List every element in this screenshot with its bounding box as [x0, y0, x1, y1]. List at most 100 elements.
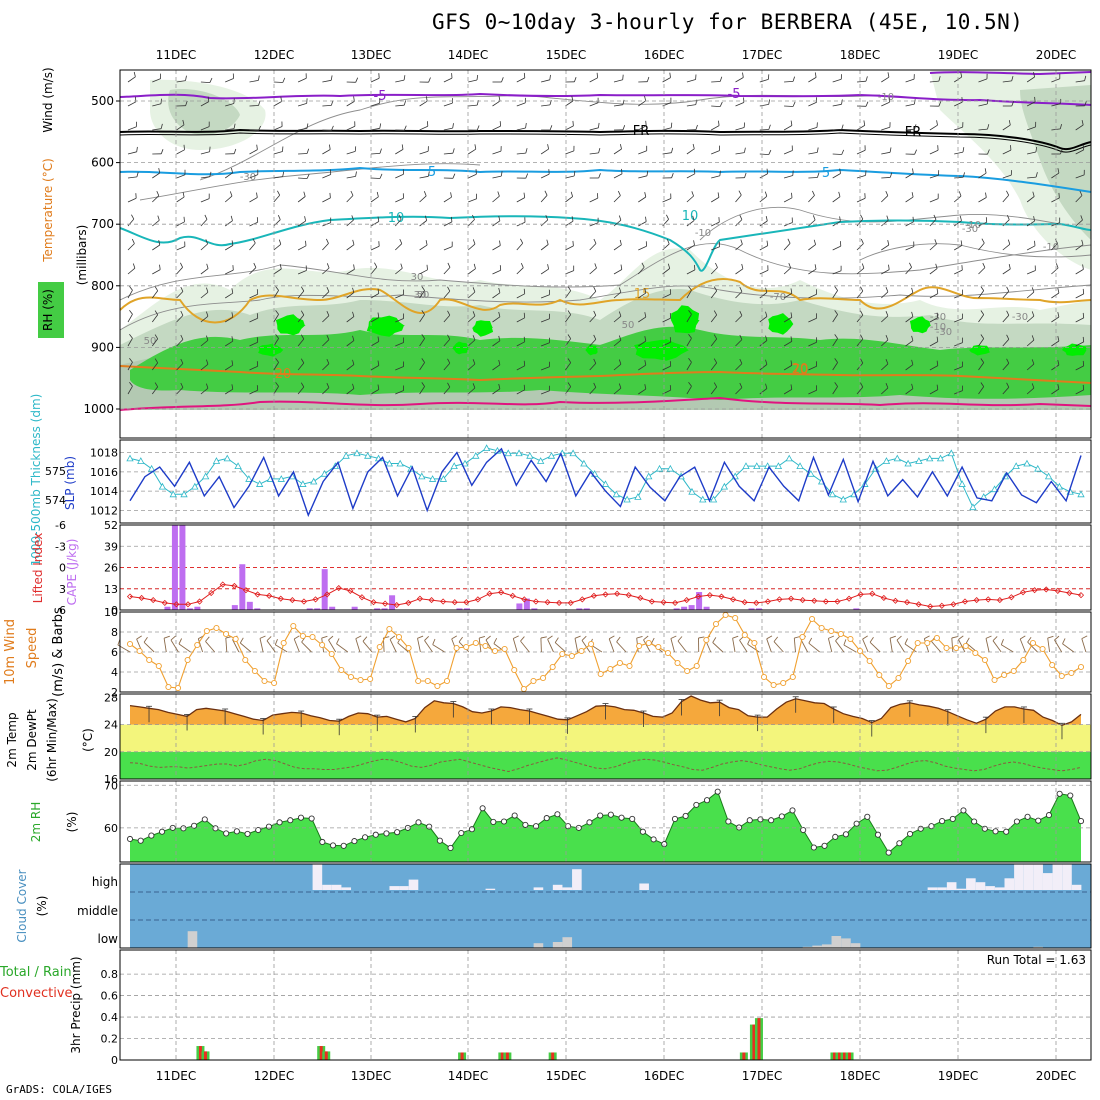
wind-barb-flag: [732, 635, 739, 639]
rh2m-area: [130, 791, 1081, 862]
thickness-point: [428, 475, 437, 482]
wind-barb: [686, 195, 694, 203]
wind-barb-flag: [304, 216, 306, 222]
wind-barb-flag: [207, 96, 210, 102]
wind-barb: [638, 364, 647, 371]
date-label-bottom: 17DEC: [742, 1069, 782, 1083]
wind-barb-flag: [428, 171, 430, 177]
wind-speed-point: [914, 639, 921, 647]
wind-barb: [985, 638, 990, 653]
thickness-point: [299, 480, 307, 487]
wind-barb: [1026, 387, 1035, 395]
wind-barb-flag: [330, 75, 333, 81]
wind-barb-flag: [571, 216, 574, 222]
contour-label: FR: [633, 124, 650, 139]
lifted-index-point: [242, 587, 250, 594]
wind-barb-flag: [987, 124, 990, 130]
thickness-point: [526, 451, 534, 459]
wind-barb-flag: [1082, 144, 1085, 150]
wind-barb: [808, 152, 818, 155]
wind-barb: [540, 219, 548, 227]
wind-speed-point: [443, 677, 451, 685]
rh2m-point: [287, 817, 294, 824]
wind-barb-flag: [300, 310, 305, 316]
wind-barb: [843, 644, 857, 653]
wind-barb: [929, 243, 937, 251]
wind-barb-flag: [452, 148, 455, 154]
wind-barb-flag: [1031, 335, 1035, 341]
lifted-index-point: [219, 581, 226, 588]
wind-barb: [856, 386, 864, 395]
wind-barb: [686, 244, 695, 251]
thickness-point: [969, 503, 977, 511]
wind-barb: [1002, 149, 1012, 155]
wind-barb-flag: [266, 636, 272, 642]
wind-barb-flag: [129, 358, 133, 363]
cloud-high-bar: [975, 882, 986, 890]
wind-barb-flag: [1000, 639, 1004, 645]
wind-barb-flag: [513, 635, 519, 639]
wind-barb: [978, 78, 988, 83]
thickness-point: [742, 462, 750, 470]
wind-barb-flag: [525, 148, 528, 154]
wind-barb: [249, 341, 258, 347]
wind-barb: [638, 196, 647, 203]
wind-barb: [565, 220, 574, 227]
wind-speed-point: [693, 662, 700, 670]
rh2m-point: [1035, 817, 1042, 824]
wind-speed-point: [434, 682, 441, 690]
precip-convective-bar: [843, 1052, 847, 1060]
cloud-high-bar: [985, 886, 995, 890]
cape-bar: [703, 606, 710, 610]
wind-barb-flag: [180, 358, 184, 364]
wind-barb: [322, 363, 330, 371]
lifted-index-point: [695, 593, 702, 600]
wind-barb-flag: [352, 359, 355, 365]
wind-barb-flag: [544, 190, 548, 196]
wind-speed-point: [732, 614, 739, 622]
wind-barb: [759, 245, 768, 251]
wind-label-a: 10m Wind: [3, 619, 18, 685]
wind-barb: [297, 270, 307, 275]
wind-barb-flag: [574, 77, 577, 82]
thickness-point: [1023, 459, 1031, 467]
temp-panel-frame: [119, 693, 1092, 780]
lifted-index-point: [614, 590, 621, 597]
lifted-index-point: [289, 597, 296, 604]
thickness-point: [201, 472, 210, 480]
wind-barb-flag: [499, 240, 501, 246]
wind-barb-flag: [817, 172, 820, 178]
wind-barb-flag: [424, 215, 428, 221]
wind-barb-flag: [160, 123, 163, 129]
wind-barb: [1051, 364, 1060, 371]
cape-bar: [583, 608, 590, 610]
wind-barb: [905, 340, 914, 347]
wind-barb-flag: [692, 215, 695, 221]
wind-barb: [152, 219, 160, 227]
cape-bar: [239, 564, 246, 610]
wind-barb: [395, 104, 405, 107]
wind-barb: [176, 387, 184, 395]
wind-barb: [1002, 174, 1012, 179]
wind-barb: [1026, 363, 1035, 371]
wind-barb-flag: [451, 635, 458, 640]
wind-barb: [638, 292, 647, 299]
lifted-index-point: [532, 598, 539, 605]
wind-barb-flag: [447, 334, 451, 340]
wind-barb-flag: [1006, 334, 1010, 340]
rh2m-point: [372, 831, 379, 838]
wind-barb-flag: [497, 191, 500, 197]
thickness-point: [709, 495, 718, 503]
wind-barb: [759, 292, 768, 299]
cloud-level-label: middle: [77, 904, 118, 918]
cloud-low-bar: [187, 931, 198, 948]
contour-label: 20: [792, 362, 809, 377]
wind-barb-flag: [303, 191, 306, 197]
rh-tick-label: 60: [104, 822, 118, 835]
axis-tick-label: 600: [91, 156, 114, 170]
wind-barb: [516, 152, 526, 155]
wind-barb: [662, 198, 672, 203]
wind-speed-point: [174, 684, 182, 692]
cape-bar: [374, 608, 381, 610]
wind-barb: [686, 173, 695, 179]
